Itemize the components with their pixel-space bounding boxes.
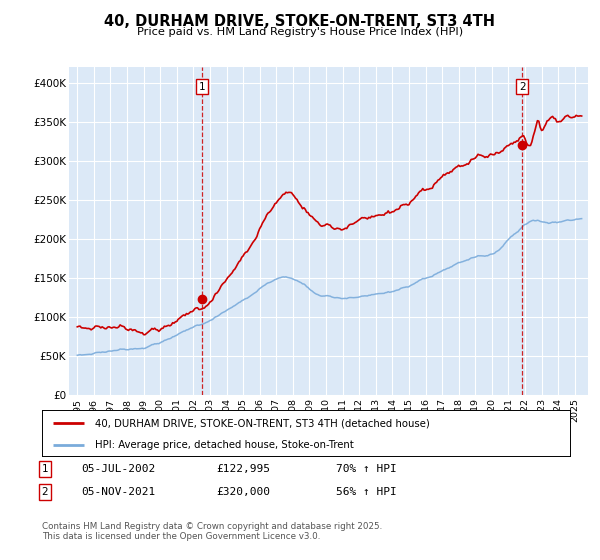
Text: HPI: Average price, detached house, Stoke-on-Trent: HPI: Average price, detached house, Stok… [95, 440, 353, 450]
Text: 2: 2 [519, 82, 526, 92]
Text: Price paid vs. HM Land Registry's House Price Index (HPI): Price paid vs. HM Land Registry's House … [137, 27, 463, 37]
Text: 1: 1 [199, 82, 205, 92]
Text: 2: 2 [41, 487, 49, 497]
Text: 05-NOV-2021: 05-NOV-2021 [81, 487, 155, 497]
Text: Contains HM Land Registry data © Crown copyright and database right 2025.
This d: Contains HM Land Registry data © Crown c… [42, 522, 382, 542]
Text: 40, DURHAM DRIVE, STOKE-ON-TRENT, ST3 4TH (detached house): 40, DURHAM DRIVE, STOKE-ON-TRENT, ST3 4T… [95, 418, 430, 428]
Text: 70% ↑ HPI: 70% ↑ HPI [336, 464, 397, 474]
Text: 05-JUL-2002: 05-JUL-2002 [81, 464, 155, 474]
Text: 1: 1 [41, 464, 49, 474]
Text: £122,995: £122,995 [216, 464, 270, 474]
Text: £320,000: £320,000 [216, 487, 270, 497]
Text: 40, DURHAM DRIVE, STOKE-ON-TRENT, ST3 4TH: 40, DURHAM DRIVE, STOKE-ON-TRENT, ST3 4T… [104, 14, 496, 29]
Text: 56% ↑ HPI: 56% ↑ HPI [336, 487, 397, 497]
